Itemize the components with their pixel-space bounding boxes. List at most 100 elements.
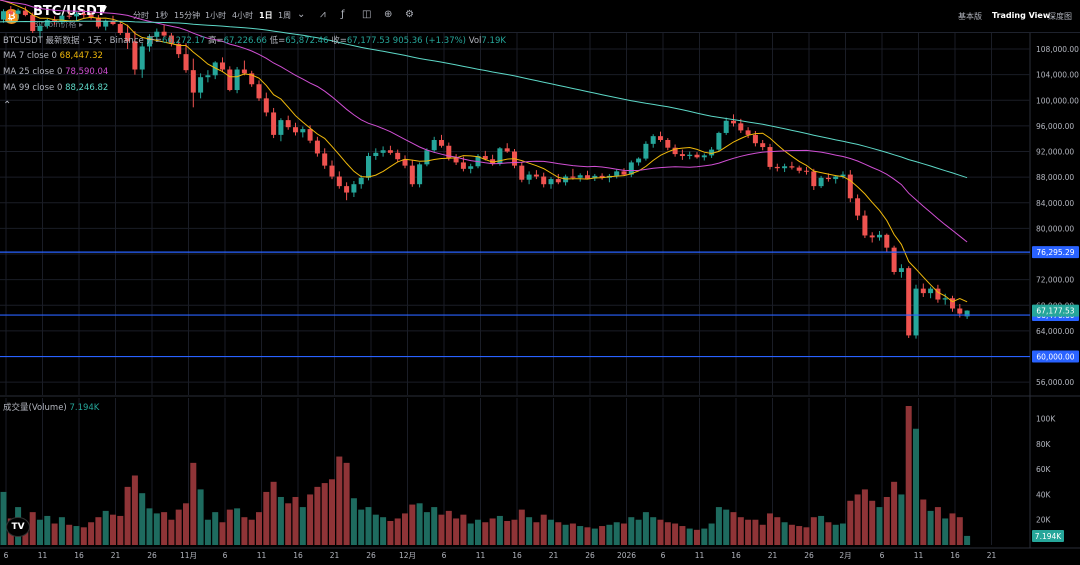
- candle-body: [533, 174, 539, 177]
- candle-body: [220, 62, 225, 70]
- candle-body: [1, 11, 6, 20]
- volume-bar: [577, 526, 584, 545]
- candle-body: [88, 15, 94, 18]
- volume-tick-label: 100K: [1036, 415, 1056, 424]
- time-tick-label: 26: [804, 551, 814, 560]
- volume-bar: [409, 504, 416, 545]
- candle-body: [95, 17, 101, 27]
- candle-body: [468, 166, 474, 169]
- volume-bar: [599, 526, 606, 545]
- volume-bar: [285, 503, 292, 545]
- volume-bar: [270, 481, 277, 545]
- candle-body: [37, 25, 43, 32]
- camera-icon[interactable]: ◫: [362, 9, 372, 20]
- candle-body: [132, 41, 138, 70]
- candle-body: [424, 150, 430, 165]
- candle-body: [307, 129, 313, 141]
- candle-body: [497, 148, 503, 164]
- time-tick-label: 16: [74, 551, 84, 560]
- timeframe-tick[interactable]: 分时: [133, 11, 149, 20]
- collapse-legend-icon[interactable]: ⌃: [3, 100, 12, 111]
- settings-icon[interactable]: ⚙: [405, 9, 414, 20]
- volume-bar: [562, 524, 569, 545]
- volume-bar: [642, 512, 649, 545]
- ohlc-legend: BTCUSDT 最新数据 · 1天 · Binance 开=66,272.17 …: [3, 34, 506, 46]
- candle-body: [774, 166, 780, 169]
- timeframe-1w[interactable]: 1周: [278, 11, 292, 20]
- volume-tick-label: 80K: [1036, 440, 1052, 449]
- candle-body: [942, 298, 948, 300]
- candle-body: [373, 152, 379, 157]
- time-tick-label: 16: [512, 551, 522, 560]
- ma99-legend: MA 99 close 0 88,246.82: [3, 83, 108, 93]
- candle-body: [395, 152, 401, 160]
- symbol-dropdown-caret-icon[interactable]: ▼: [100, 5, 107, 15]
- candle-body: [161, 31, 167, 36]
- candle-body: [205, 75, 211, 78]
- timeframe-1d[interactable]: 1日: [259, 11, 273, 20]
- candle-body: [760, 143, 766, 148]
- legend-low-label: 低=: [269, 36, 286, 46]
- volume-bar: [504, 520, 511, 545]
- volume-bar: [467, 523, 474, 545]
- volume-bar: [131, 475, 138, 545]
- candle-body: [59, 15, 65, 23]
- nav-tradingview[interactable]: Trading View: [992, 11, 1051, 20]
- candle-body: [752, 134, 758, 144]
- volume-bar: [95, 517, 102, 545]
- nav-depth[interactable]: 深度图: [1048, 12, 1072, 21]
- price-tick-label: 72,000.00: [1036, 276, 1074, 285]
- ma25-value: 78,590.04: [65, 67, 109, 77]
- more-timeframes-icon[interactable]: ⌄: [297, 9, 306, 20]
- volume-bar: [372, 514, 379, 545]
- candle-body: [22, 10, 28, 16]
- candle-body: [679, 154, 685, 157]
- volume-bar: [956, 517, 963, 545]
- candle-body: [913, 288, 919, 336]
- horizontal-line-tag: [1032, 350, 1079, 363]
- symbol-sublabel[interactable]: Bitcoin价格 ▸: [33, 20, 83, 29]
- horizontal-line-label: 60,000.00: [1036, 353, 1074, 362]
- volume-bar: [212, 512, 219, 545]
- candle-body: [249, 73, 255, 85]
- volume-bar: [767, 513, 773, 545]
- volume-bar: [686, 528, 693, 545]
- last-price-tag: [1032, 304, 1079, 317]
- candle-body: [139, 46, 145, 70]
- timeframe-1s[interactable]: 1秒: [155, 11, 169, 20]
- chart-type-icon[interactable]: ⩘: [320, 9, 326, 20]
- timeframe-15m[interactable]: 15分钟: [174, 11, 201, 20]
- candle-body: [650, 136, 656, 144]
- volume-bar: [657, 519, 664, 545]
- candle-body: [380, 150, 386, 153]
- volume-bar: [854, 494, 861, 545]
- indicators-icon[interactable]: ƒ: [341, 9, 345, 20]
- add-icon[interactable]: ⊕: [384, 9, 393, 20]
- candle-body: [592, 175, 598, 179]
- time-tick-label: 6: [442, 551, 447, 560]
- candle-body: [344, 186, 350, 193]
- nav-basic[interactable]: 基本版: [958, 12, 982, 21]
- last-volume-tag: [1032, 530, 1064, 542]
- volume-label: 成交量(Volume): [3, 403, 67, 413]
- volume-bar: [37, 519, 43, 545]
- candle-body: [599, 175, 605, 178]
- volume-bar: [540, 514, 547, 545]
- timeframe-1h[interactable]: 1小时: [205, 11, 227, 20]
- horizontal-line-tag: [1032, 246, 1079, 259]
- timeframe-4h[interactable]: 4小时: [232, 11, 254, 20]
- volume-bar: [715, 507, 722, 545]
- volume-bar: [708, 523, 715, 545]
- time-tick-label: 21: [549, 551, 559, 560]
- volume-bar: [475, 519, 481, 545]
- candle-body: [278, 120, 284, 135]
- volume-bar: [613, 522, 620, 545]
- volume-bar: [672, 523, 679, 545]
- time-tick-label: 6: [880, 551, 885, 560]
- volume-bar: [358, 509, 365, 545]
- volume-bar: [204, 519, 211, 545]
- price-tick-label: 96,000.00: [1036, 122, 1074, 131]
- volume-bar: [723, 509, 730, 545]
- tradingview-logo-icon[interactable]: TV: [6, 517, 30, 537]
